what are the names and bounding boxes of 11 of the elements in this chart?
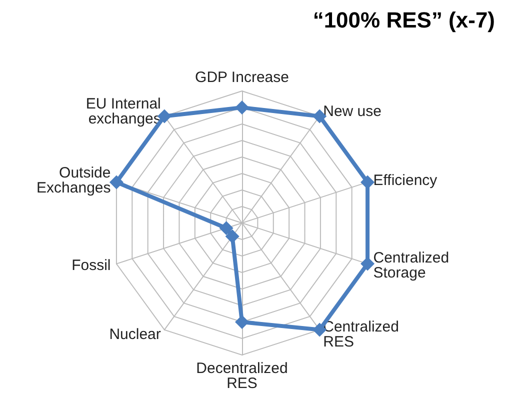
spoke-label: Efficiency <box>373 172 438 189</box>
chart-title: “100% RES” (x-7) <box>312 8 496 32</box>
spoke-label: New use <box>323 102 382 120</box>
spoke-label: Fossil <box>72 257 111 274</box>
spoke-label: Outside Exchanges <box>36 164 111 196</box>
spoke-label: EU Internal exchanges <box>86 95 161 128</box>
spoke-label: Nuclear <box>109 326 161 344</box>
spoke-label: GDP Increase <box>195 69 289 86</box>
spoke-label: Centralized RES <box>323 318 399 351</box>
spoke-label: Centralized Storage <box>373 250 450 282</box>
spoke-label: Decentralized RES <box>196 360 288 392</box>
